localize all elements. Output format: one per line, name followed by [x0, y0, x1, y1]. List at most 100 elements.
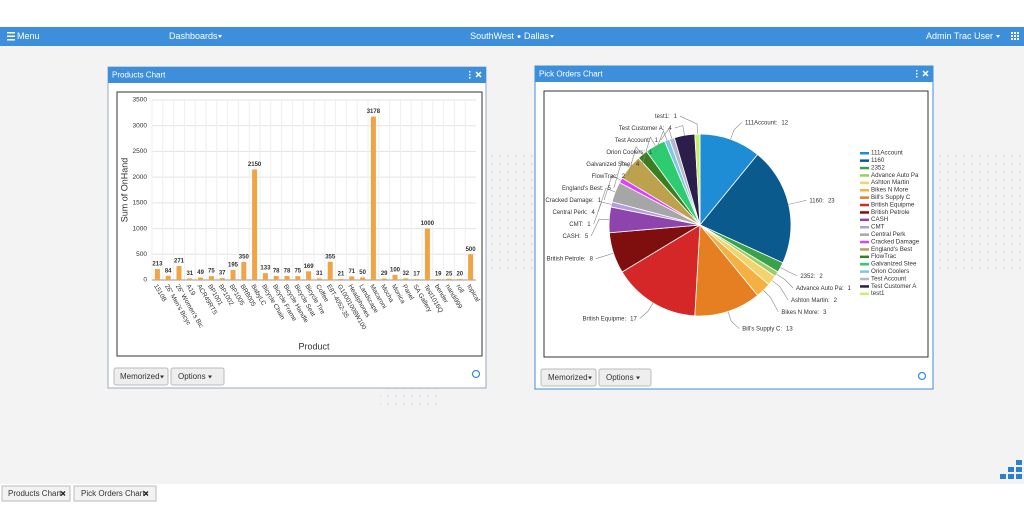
bar: [360, 277, 366, 280]
tab[interactable]: [1, 485, 71, 502]
slice-label: Advance Auto Pa: 1: [796, 285, 852, 291]
value-label: 84: [165, 268, 172, 274]
panel-menu[interactable]: [469, 71, 471, 79]
tab-close[interactable]: [60, 491, 66, 496]
apps-icon[interactable]: [1011, 32, 1019, 40]
y-tick-label: 500: [136, 251, 147, 258]
slice-name: Cracked Damage: [545, 198, 592, 204]
slice-label: 2352: 2: [800, 273, 823, 279]
value-label: 195: [228, 263, 239, 269]
slice-label: England's Best: 5: [562, 186, 612, 192]
separator-dot: [517, 35, 521, 38]
tab-close[interactable]: [143, 491, 149, 496]
legend-label: 111Account: [871, 150, 903, 157]
region-link[interactable]: SouthWest: [470, 31, 514, 41]
slice-name: test1: [655, 114, 669, 120]
bar: [381, 278, 387, 280]
dashboards-link[interactable]: Dashboards: [169, 31, 218, 41]
slice-name: Ashton Martin: [791, 297, 828, 303]
slice-name: British Petrole: [547, 256, 585, 262]
panel-title: Pick Orders Chart: [539, 70, 603, 79]
slice-separator: :: [592, 198, 594, 204]
slice-value: 3: [823, 309, 827, 315]
bar: [187, 278, 193, 280]
pie-slice: [694, 223, 759, 317]
menu-icon[interactable]: [7, 32, 15, 41]
caret: [160, 375, 164, 379]
menu-link[interactable]: Menu: [17, 31, 40, 41]
panel-menu[interactable]: [916, 70, 918, 78]
bar: [403, 278, 409, 280]
legend-label: Ashton Martin: [871, 179, 910, 186]
slice-separator: :: [828, 297, 830, 303]
slice-label: Ashton Martin: 2: [791, 297, 838, 303]
bar: [176, 266, 182, 280]
caret: [208, 375, 212, 379]
panel-close[interactable]: [475, 71, 482, 78]
button-label: Options: [178, 372, 206, 381]
value-label: 3178: [367, 109, 381, 115]
legend-label: test1: [871, 290, 885, 297]
leader-line: [727, 311, 740, 329]
leader-line: [603, 174, 621, 201]
bar: [468, 254, 474, 280]
button-label: Memorized: [548, 373, 588, 382]
slice-separator: :: [668, 114, 670, 120]
city-link[interactable]: Dallas: [524, 31, 550, 41]
slice-label: Test Account: 1: [615, 138, 659, 144]
nav-bar: [0, 27, 1024, 46]
value-label: 31: [316, 271, 323, 277]
bar: [208, 276, 214, 280]
y-tick-label: 1000: [133, 225, 148, 232]
value-label: 20: [456, 272, 463, 278]
bar: [262, 273, 268, 280]
caret: [550, 35, 554, 38]
bar: [273, 275, 279, 280]
slice-value: 1: [649, 150, 653, 156]
leader-line: [674, 125, 685, 136]
slice-label: test1: 1: [655, 114, 678, 120]
slice-separator: :: [582, 222, 584, 228]
legend-swatch: [860, 248, 869, 251]
value-label: 271: [174, 259, 185, 265]
leader-line: [763, 290, 779, 313]
memorized-button[interactable]: [113, 367, 169, 386]
slice-value: 2: [834, 297, 838, 303]
legend-swatch: [860, 233, 869, 236]
slice-value: 2: [622, 174, 626, 180]
slice-label: Test Customer A: 4: [619, 126, 673, 132]
slice-name: CMT: [569, 222, 582, 228]
tab-label: Products Chart: [8, 489, 62, 498]
panel-close[interactable]: [922, 70, 929, 77]
slice-label: FlowTrac: 2: [592, 174, 626, 180]
legend-label: England's Best: [871, 246, 912, 253]
legend-label: Galvanized Stee: [871, 261, 917, 268]
value-label: 1000: [421, 221, 435, 227]
memorized-button[interactable]: [540, 368, 597, 387]
user-link[interactable]: Admin Trac User: [926, 31, 993, 41]
refresh-icon[interactable]: [471, 369, 481, 379]
bar: [349, 276, 355, 280]
tab-label: Pick Orders Chart: [81, 489, 145, 498]
slice-label: British Equipme: 17: [582, 316, 637, 322]
bar: [165, 275, 171, 280]
button-label: Options: [606, 373, 634, 382]
slice-name: British Equipme: [582, 316, 625, 322]
tab[interactable]: [73, 485, 157, 502]
bar: [338, 278, 344, 280]
bar: [370, 116, 376, 280]
y-tick-label: 3000: [133, 122, 148, 129]
options-button[interactable]: [598, 368, 652, 387]
pie-slice: [699, 153, 792, 264]
value-label: 71: [348, 269, 355, 275]
options-button[interactable]: [170, 367, 225, 386]
bar: [230, 269, 236, 280]
refresh-icon[interactable]: [917, 371, 927, 381]
leader-line: [780, 267, 798, 277]
slice-value: 5: [607, 186, 611, 192]
slice-value: 2: [819, 273, 823, 279]
slice-value: 12: [781, 120, 788, 126]
slice-label: British Petrole: 8: [547, 256, 594, 262]
legend-swatch: [860, 292, 869, 296]
caret: [996, 35, 1000, 38]
